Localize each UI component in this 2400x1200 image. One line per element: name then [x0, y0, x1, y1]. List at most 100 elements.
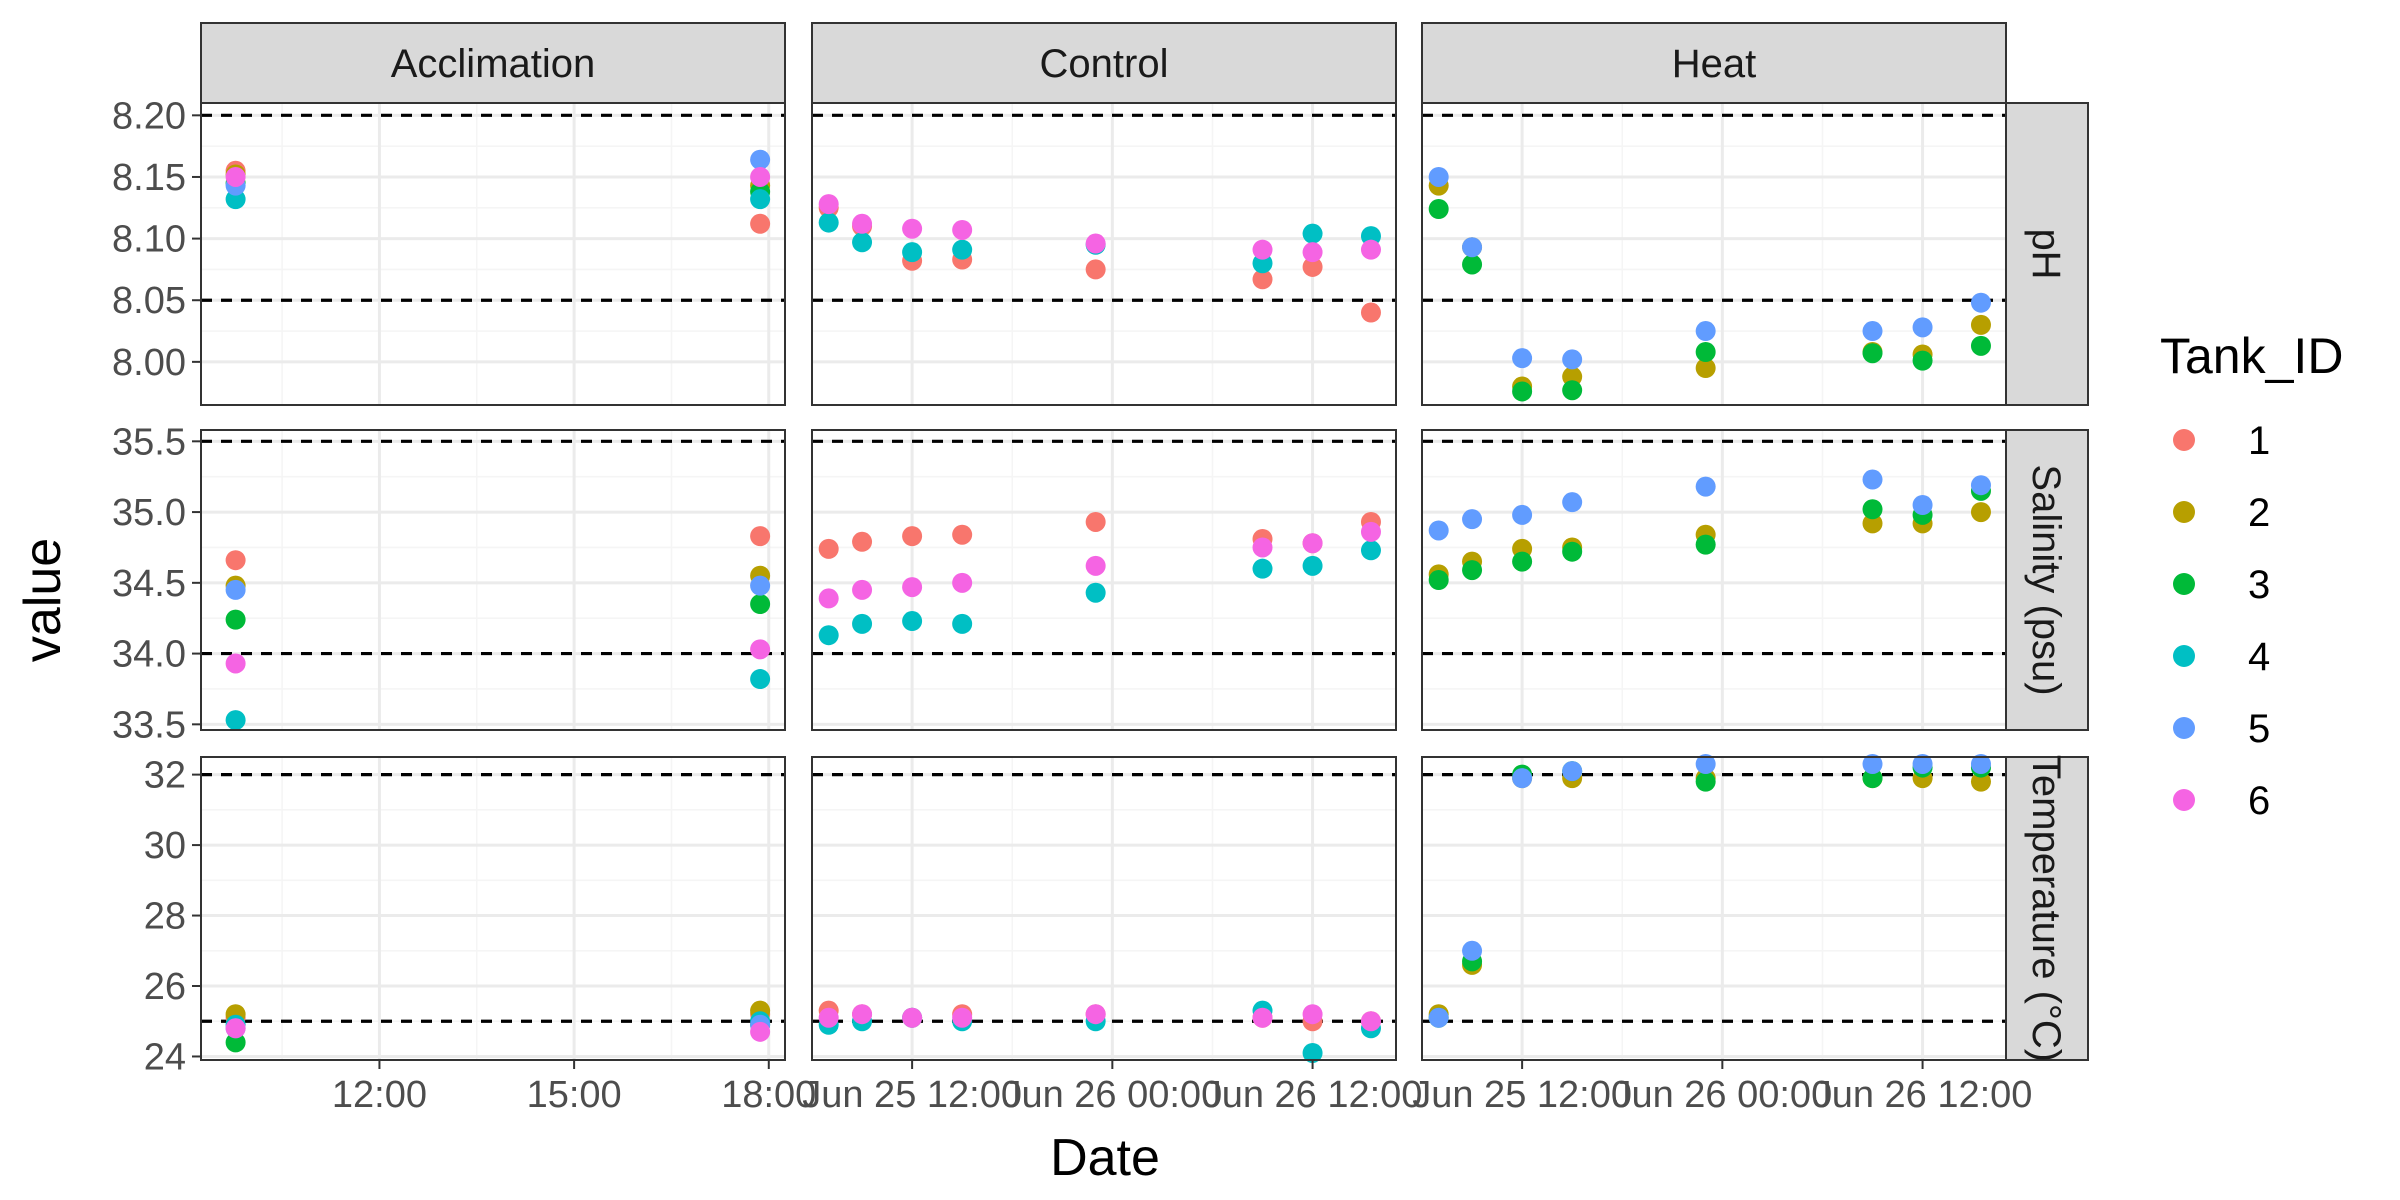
data-point-tank-5	[1462, 509, 1483, 530]
data-point-tank-6	[1085, 233, 1106, 254]
y-tick-label: 32	[144, 755, 186, 797]
data-point-tank-3	[1428, 199, 1449, 220]
y-tick-label: 30	[144, 825, 186, 867]
data-point-tank-6	[818, 588, 839, 609]
data-point-tank-6	[1360, 1011, 1381, 1032]
legend-item-2: 2	[2173, 491, 2270, 535]
data-point-tank-1	[1085, 259, 1106, 280]
y-tick-label: 33.5	[112, 704, 186, 746]
data-point-tank-6	[1360, 521, 1381, 542]
y-axis-title: value	[14, 538, 72, 662]
data-point-tank-4	[750, 189, 771, 210]
strip-control	[811, 22, 1397, 104]
data-point-tank-6	[902, 577, 923, 598]
y-tick-label: 28	[144, 896, 186, 938]
data-point-tank-5	[1512, 768, 1533, 789]
data-point-tank-5	[1970, 475, 1991, 496]
x-tick-label: Jun 26 12:00	[1203, 1074, 1423, 1116]
data-point-tank-4	[1302, 223, 1323, 244]
data-point-tank-4	[902, 242, 923, 263]
data-point-tank-6	[1252, 1007, 1273, 1028]
y-tick-label: 8.20	[112, 95, 186, 137]
data-point-tank-6	[852, 213, 873, 234]
legend-item-6: 6	[2173, 779, 2270, 823]
data-point-tank-4	[952, 239, 973, 260]
y-tick-label: 8.00	[112, 342, 186, 384]
y-tick-label: 8.05	[112, 280, 186, 322]
data-point-tank-6	[750, 1021, 771, 1042]
strip-label-heat: Heat	[1672, 42, 1757, 86]
data-point-tank-1	[750, 526, 771, 547]
data-point-tank-2	[1695, 358, 1716, 379]
data-point-tank-6	[1085, 555, 1106, 576]
data-point-tank-6	[852, 579, 873, 600]
strips-layer: Acclimation Control Heat pH Salinity (psu) Te…	[200, 22, 2089, 1062]
data-point-tank-4	[1252, 558, 1273, 579]
data-point-tank-1	[750, 213, 771, 234]
x-tick-label: Jun 26 12:00	[1813, 1074, 2033, 1116]
x-tick-label: 12:00	[332, 1074, 427, 1116]
panel-heat-salinity-psu	[1421, 429, 2007, 731]
panel-control-temperature-c	[811, 756, 1397, 1063]
panel-heat-ph	[1421, 102, 2007, 406]
data-point-tank-6	[1302, 533, 1323, 554]
legend-key-tank-3	[2173, 573, 2195, 595]
data-point-tank-5	[1462, 940, 1483, 961]
data-point-tank-3	[750, 594, 771, 615]
strip-label-temperature-c: Temperature (°C)	[2024, 755, 2068, 1062]
x-tick-label: Jun 26 00:00	[1612, 1074, 1832, 1116]
data-point-tank-6	[952, 572, 973, 593]
panel-control-salinity-psu	[811, 429, 1397, 731]
data-point-tank-6	[1252, 537, 1273, 558]
data-point-tank-2	[1970, 314, 1991, 335]
data-point-tank-2	[1970, 771, 1991, 792]
panel-acclimation-ph	[200, 102, 786, 406]
data-point-tank-5	[1695, 321, 1716, 342]
x-axis-title: Date	[1050, 1129, 1160, 1187]
strip-label-control: Control	[1040, 42, 1169, 86]
panel-control-ph	[811, 102, 1397, 406]
data-point-tank-3	[1862, 499, 1883, 520]
data-point-tank-3	[1695, 341, 1716, 362]
data-point-tank-1	[1252, 269, 1273, 290]
data-point-tank-6	[1302, 242, 1323, 263]
data-point-tank-6	[952, 1007, 973, 1028]
strip-label-acclimation: Acclimation	[391, 42, 596, 86]
data-point-tank-4	[750, 669, 771, 690]
data-point-tank-6	[852, 1004, 873, 1025]
panel-background	[1422, 757, 2006, 1060]
panels-layer	[200, 102, 2007, 1063]
data-point-tank-5	[1912, 317, 1933, 338]
y-tick-label: 34.0	[112, 634, 186, 676]
data-point-tank-6	[225, 166, 246, 187]
data-point-tank-5	[1695, 476, 1716, 497]
data-point-tank-1	[1085, 511, 1106, 532]
data-point-tank-6	[225, 653, 246, 674]
data-point-tank-3	[1562, 541, 1583, 562]
y-tick-label: 8.15	[112, 157, 186, 199]
data-point-tank-5	[1862, 321, 1883, 342]
panel-background	[812, 430, 1396, 730]
legend-items: 1 2 3 4 5 6	[2173, 419, 2270, 823]
data-point-tank-2	[1970, 502, 1991, 523]
data-point-tank-5	[1912, 754, 1933, 775]
legend-item-4: 4	[2173, 635, 2270, 679]
data-point-tank-6	[1360, 239, 1381, 260]
y-tick-label: 8.10	[112, 219, 186, 261]
x-tick-label: Jun 25 12:00	[802, 1074, 1022, 1116]
legend-label-tank-4: 4	[2248, 635, 2270, 679]
data-point-tank-4	[1085, 582, 1106, 603]
legend-label-tank-2: 2	[2248, 491, 2270, 535]
data-point-tank-6	[750, 166, 771, 187]
data-point-tank-5	[1428, 520, 1449, 541]
x-tick-label: 18:00	[721, 1074, 816, 1116]
panel-background	[201, 757, 785, 1060]
data-point-tank-5	[1462, 237, 1483, 258]
axes-layer: 8.00 8.05 8.10 8.15 8.20 33.5 34.0 34.5 35.0 35.5…	[112, 95, 2032, 1116]
data-point-tank-5	[1695, 754, 1716, 775]
y-tick-label: 34.5	[112, 563, 186, 605]
panel-acclimation-temperature-c	[200, 756, 786, 1061]
data-point-tank-5	[225, 579, 246, 600]
data-point-tank-3	[1912, 350, 1933, 371]
legend-label-tank-5: 5	[2248, 707, 2270, 751]
